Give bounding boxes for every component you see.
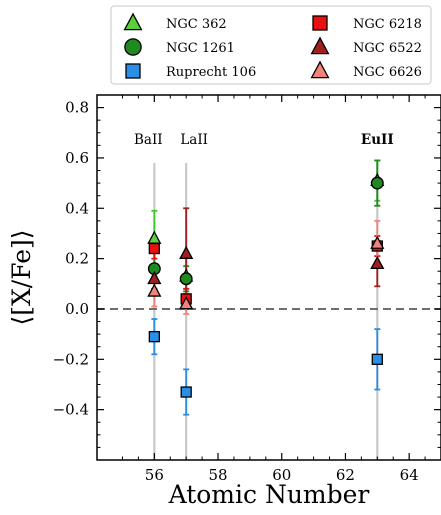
point-ngc-6522 [370, 255, 385, 270]
x-tick-label: 62 [336, 466, 355, 484]
point-ngc-6522 [179, 245, 194, 259]
legend-marker-ngc-6522 [310, 36, 330, 55]
y-tick-label: 0.2 [65, 250, 89, 268]
legend-marker-ngc-6626 [310, 60, 330, 79]
legend-marker-ngc-362 [123, 12, 143, 31]
x-tick-label: 64 [400, 466, 419, 484]
legend-marker-ruprecht-106 [125, 63, 141, 79]
legend-label-ngc-6218: NGC 6218 [353, 17, 422, 32]
y-tick-label: −0.4 [53, 401, 89, 419]
point-ruprecht-106 [148, 331, 160, 343]
legend-marker-ngc-6218 [312, 15, 328, 31]
point-ngc-362 [147, 230, 162, 244]
element-label-baii: BaII [134, 132, 163, 148]
x-axis-label: Atomic Number [168, 480, 370, 509]
element-label-laii: LaII [180, 132, 208, 148]
y-axis-label: ⟨[X/Fe]⟩ [7, 229, 36, 325]
y-tick-label: 0.8 [65, 99, 89, 117]
y-tick-label: 0.4 [65, 199, 89, 217]
legend-label-ngc-6626: NGC 6626 [353, 65, 422, 80]
point-ruprecht-106 [371, 353, 383, 365]
x-tick-label: 58 [208, 466, 227, 484]
legend-label-ngc-6522: NGC 6522 [353, 41, 422, 56]
axis-ticks: 56 58 60 62 64 −0.4 −0.2 0.0 0.2 0.4 0.6 0.8 [53, 95, 441, 484]
point-ngc-6218 [148, 242, 160, 255]
x-tick-label: 56 [145, 466, 164, 484]
y-tick-label: −0.2 [53, 350, 89, 368]
point-ngc-1261 [179, 272, 193, 286]
legend-label-ngc-1261: NGC 1261 [166, 41, 235, 56]
legend-marker-ngc-1261 [124, 38, 142, 56]
legend: NGC 362 NGC 1261 Ruprecht 106 NGC 6218 NGC 6… [110, 5, 432, 85]
point-ruprecht-106 [180, 386, 192, 398]
legend-label-ngc-362: NGC 362 [166, 17, 227, 32]
element-labels: BaII LaII EuII [134, 132, 394, 148]
y-tick-label: 0.6 [65, 149, 89, 167]
element-label-euii: EuII [361, 132, 394, 148]
y-tick-label: 0.0 [65, 300, 89, 318]
point-ngc-6626 [370, 235, 385, 249]
data-points [147, 172, 385, 398]
plot-border [96, 94, 441, 461]
point-ngc-6522 [147, 270, 162, 285]
point-ngc-6626 [147, 283, 162, 297]
point-ngc-1261 [370, 176, 384, 190]
legend-box [110, 5, 432, 85]
x-tick-label: 60 [272, 466, 291, 484]
point-ngc-6626 [179, 296, 194, 310]
plot-frame [96, 94, 441, 461]
legend-label-ruprecht-106: Ruprecht 106 [166, 65, 256, 80]
